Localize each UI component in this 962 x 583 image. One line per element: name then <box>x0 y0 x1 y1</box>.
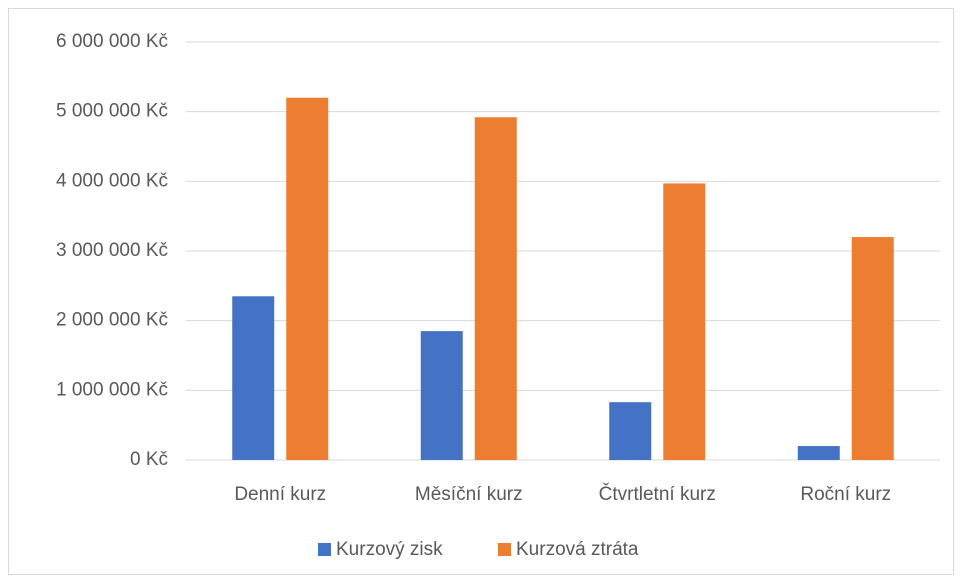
x-tick-label: Čtvrtletní kurz <box>599 483 716 505</box>
legend-swatch <box>318 543 331 556</box>
legend-label: Kurzová ztráta <box>516 539 639 560</box>
y-tick-label: 3 000 000 Kč <box>56 240 168 261</box>
bar <box>663 183 706 460</box>
bar <box>609 402 652 460</box>
bar <box>232 296 275 460</box>
x-tick-label: Roční kurz <box>800 484 891 505</box>
x-tick-label: Měsíční kurz <box>415 484 523 505</box>
y-tick-label: 5 000 000 Kč <box>56 101 168 122</box>
bar <box>851 237 894 460</box>
legend-label: Kurzový zisk <box>336 539 443 560</box>
y-tick-label: 0 Kč <box>130 449 168 470</box>
y-tick-label: 6 000 000 Kč <box>56 31 168 52</box>
y-tick-label: 2 000 000 Kč <box>56 310 168 331</box>
bar <box>420 331 463 460</box>
legend-swatch <box>498 543 511 556</box>
bar <box>797 446 840 460</box>
y-tick-label: 1 000 000 Kč <box>56 379 168 400</box>
bar <box>286 97 329 460</box>
y-tick-label: 4 000 000 Kč <box>56 170 168 191</box>
x-tick-label: Denní kurz <box>234 484 326 505</box>
bar <box>474 117 517 461</box>
